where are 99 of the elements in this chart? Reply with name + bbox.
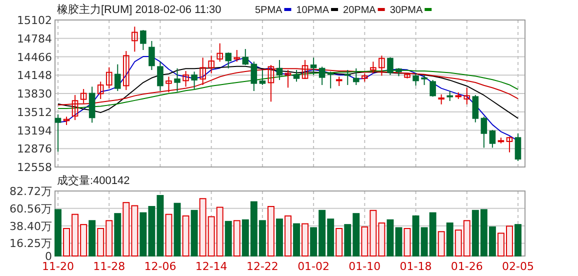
bar	[446, 222, 454, 256]
candlestick	[208, 55, 214, 74]
candlestick	[387, 56, 394, 76]
bar	[336, 228, 343, 256]
bar	[514, 224, 522, 256]
x-tick-label: 01-26	[450, 260, 483, 273]
x-tick-label: 02-05	[502, 260, 534, 273]
legend-label: 20PMA	[343, 5, 376, 16]
candlestick	[514, 132, 522, 162]
bar	[174, 202, 181, 256]
candlestick	[438, 94, 444, 105]
bar	[114, 213, 122, 256]
candlestick	[72, 94, 78, 121]
candlestick	[234, 49, 240, 62]
y-tick-label: 13830	[17, 88, 52, 100]
y-tick-label: 14784	[17, 32, 52, 46]
candlestick	[250, 61, 258, 92]
candlestick	[174, 68, 180, 92]
y-tick-label: 14148	[17, 69, 52, 82]
candlestick	[344, 69, 351, 86]
y-tick-label: 12558	[17, 161, 52, 174]
candlestick	[446, 90, 453, 102]
candlestick	[216, 42, 223, 62]
chart-title: 橡胶主力[RUM] 2018-02-06 11:30	[57, 3, 222, 16]
bar	[54, 209, 62, 256]
candlestick	[378, 55, 385, 76]
bar	[293, 223, 300, 256]
candlestick	[353, 68, 360, 86]
candlestick	[114, 64, 121, 92]
candlestick	[489, 130, 496, 148]
bar	[395, 227, 402, 256]
candlestick	[106, 66, 112, 89]
candlestick	[123, 50, 130, 91]
legend-label: 30PMA	[390, 5, 423, 16]
y-tick-label: 0	[45, 250, 52, 263]
candlestick	[54, 114, 62, 152]
candlestick	[97, 81, 104, 100]
x-tick-label: 12-14	[195, 260, 228, 273]
candlestick	[421, 74, 428, 86]
x-tick-label: 01-10	[348, 260, 381, 273]
candlestick	[336, 76, 342, 86]
candlestick	[302, 59, 308, 80]
candlestick	[276, 59, 283, 80]
bar	[88, 220, 96, 256]
candlestick	[242, 48, 249, 66]
candlestick	[412, 72, 419, 86]
candlestick	[472, 94, 479, 123]
candlestick	[166, 76, 172, 93]
x-tick-label: 11-28	[93, 260, 126, 273]
candlestick	[182, 70, 189, 88]
candlestick	[268, 64, 274, 102]
candlestick	[310, 57, 317, 76]
y-tick-label: 16.25万	[10, 237, 52, 250]
candlestick	[464, 87, 470, 105]
bar	[165, 214, 172, 256]
x-tick-label: 11-20	[42, 260, 74, 273]
x-tick-label: 01-02	[298, 260, 330, 273]
candlestick	[148, 40, 155, 70]
y-tick-label: 82.72万	[10, 185, 52, 198]
candlestick	[327, 71, 334, 89]
bar	[233, 220, 240, 256]
x-tick-label: 12-06	[144, 260, 176, 273]
bar	[224, 220, 232, 256]
bar	[276, 218, 283, 256]
bar	[386, 219, 394, 256]
bar	[404, 228, 411, 256]
candlestick	[318, 66, 326, 86]
candlestick	[140, 29, 146, 50]
candlestick	[284, 69, 292, 88]
candlestick	[225, 52, 232, 69]
candlestick	[132, 26, 138, 52]
y-tick-label: 13512	[17, 106, 52, 119]
candlestick	[370, 61, 376, 74]
x-tick-label: 12-22	[246, 260, 278, 273]
candlestick	[506, 136, 513, 153]
bar	[284, 215, 292, 256]
bar	[182, 215, 190, 256]
y-tick-label: 12876	[17, 142, 52, 156]
bar	[302, 223, 309, 256]
legend-label: 10PMA	[296, 5, 330, 16]
bar	[438, 231, 445, 256]
candlestick	[430, 79, 436, 98]
candlestick	[191, 71, 198, 90]
candlestick	[200, 57, 206, 86]
candlestick	[259, 69, 266, 86]
chart-title: 成交量:400142	[57, 174, 130, 187]
legend-label: 5PMA	[255, 5, 283, 16]
y-tick-label: 60.56万	[10, 202, 52, 216]
candlestick	[157, 61, 164, 92]
y-tick-label: 13194	[17, 124, 52, 138]
candlestick	[480, 116, 488, 148]
y-tick-label: 15102	[17, 14, 52, 27]
candlestick	[293, 69, 300, 82]
candlestick	[80, 88, 87, 104]
y-tick-label: 14466	[17, 50, 52, 64]
y-tick-label: 38.40万	[10, 220, 52, 233]
bar	[190, 210, 198, 256]
x-tick-label: 01-18	[400, 260, 432, 273]
bar	[267, 206, 274, 256]
